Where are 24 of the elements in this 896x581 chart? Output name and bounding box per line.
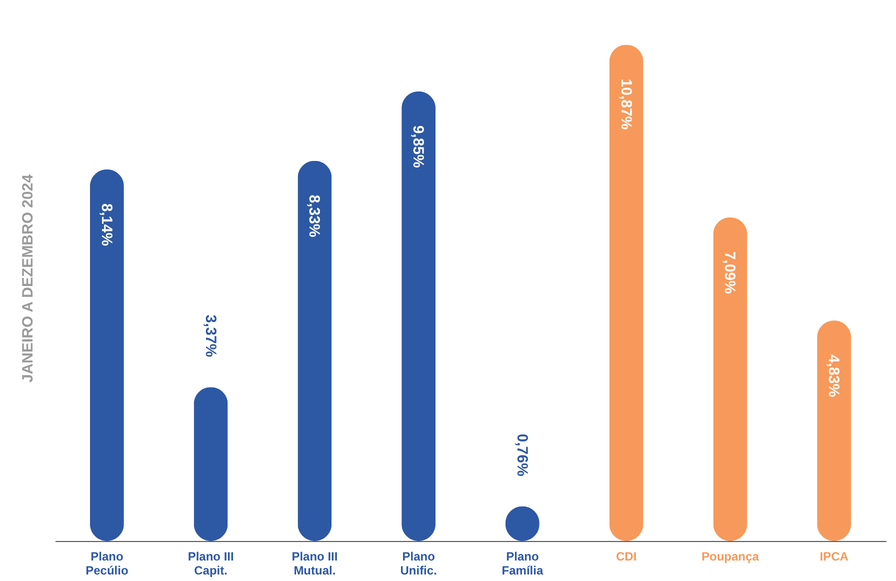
data-label: 7,09%	[721, 251, 738, 294]
bar	[817, 320, 852, 541]
data-label: 3,37%	[202, 314, 219, 358]
data-label: 0,76%	[513, 434, 530, 476]
x-tick-label: Plano III Mutual.	[292, 550, 338, 578]
x-tick-label: Plano III Capit.	[188, 550, 234, 578]
data-label: 10,87%	[617, 78, 634, 130]
data-label: 4,83%	[825, 354, 842, 398]
x-tick-label: Plano Família	[502, 550, 544, 578]
x-tick-label: Plano Pecúlio	[86, 550, 128, 578]
data-label: 8,33%	[306, 194, 323, 238]
x-tick-label: Poupança	[702, 550, 760, 564]
x-tick-label: IPCA	[820, 550, 849, 564]
data-label: 9,85%	[410, 125, 427, 168]
y-axis-title: JANEIRO A DEZEMBRO 2024	[20, 174, 36, 383]
bar	[713, 217, 748, 541]
data-label: 8,14%	[98, 203, 115, 246]
bar	[402, 91, 436, 541]
bar	[298, 160, 332, 541]
x-tick-label: CDI	[616, 550, 637, 564]
bar	[609, 44, 644, 541]
bar	[90, 169, 124, 541]
bar	[194, 387, 228, 541]
x-tick-label: Plano Unific.	[400, 550, 437, 578]
